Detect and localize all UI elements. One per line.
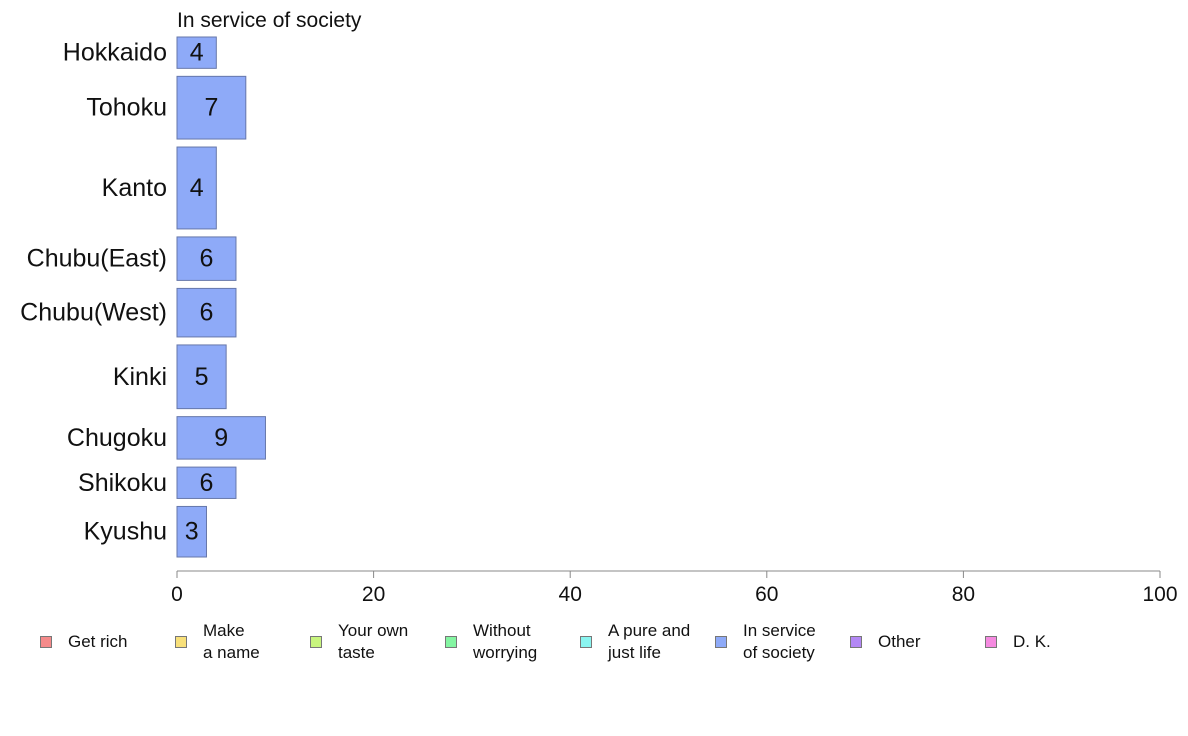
- legend: Get rich Make a name Your own taste Without…: [0, 618, 1188, 678]
- legend-item: Get rich: [40, 618, 128, 666]
- chart-title: In service of society: [177, 9, 362, 32]
- category-label: Tohoku: [86, 94, 167, 122]
- x-tick-label: 0: [171, 583, 183, 606]
- bar-kyushu: [176, 505, 207, 558]
- x-tick-label: 80: [952, 583, 975, 606]
- x-axis: 0 20 40 60 80 100: [171, 570, 1178, 606]
- bar-chugoku: [176, 416, 266, 460]
- legend-swatch: [175, 636, 187, 648]
- data-label: 6: [200, 469, 214, 497]
- legend-item: Make a name: [175, 618, 260, 666]
- legend-label: Other: [878, 632, 921, 651]
- legend-swatch: [310, 636, 322, 648]
- legend-label: Without worrying: [473, 621, 538, 662]
- category-label: Kyushu: [84, 518, 167, 546]
- legend-swatch: [715, 636, 727, 648]
- data-label: 4: [190, 39, 204, 67]
- legend-label: Your own taste: [338, 621, 409, 662]
- bar-hokkaido: [176, 36, 217, 69]
- legend-swatch: [850, 636, 862, 648]
- legend-label: Get rich: [68, 632, 128, 651]
- category-label: Kanto: [102, 174, 167, 202]
- legend-label: A pure and just life: [608, 621, 691, 662]
- x-tick-label: 40: [559, 583, 582, 606]
- legend-item: Your own taste: [310, 618, 408, 666]
- category-label: Shikoku: [78, 469, 167, 497]
- bars-layer: Hokkaido 4 Tohoku 7 Kanto 4 Chubu(East) 6 Chubu(…: [20, 36, 266, 558]
- legend-label: Make a name: [203, 621, 260, 662]
- legend-item: Other: [850, 618, 921, 666]
- data-label: 3: [185, 518, 199, 546]
- legend-swatch: [580, 636, 592, 648]
- data-label: 6: [200, 299, 214, 327]
- legend-label: D. K.: [1013, 632, 1051, 651]
- legend-item: In service of society: [715, 618, 816, 666]
- bar-chubu-west-: [176, 287, 237, 338]
- bar-kanto: [176, 146, 217, 230]
- data-label: 5: [195, 363, 209, 391]
- legend-label: In service of society: [743, 621, 816, 662]
- bar-kinki: [176, 344, 227, 410]
- category-label: Hokkaido: [63, 39, 167, 67]
- data-label: 7: [204, 94, 218, 122]
- legend-swatch: [445, 636, 457, 648]
- x-tick-label: 20: [362, 583, 385, 606]
- bar-chubu-east-: [176, 236, 237, 281]
- data-label: 6: [200, 245, 214, 273]
- x-tick-label: 60: [755, 583, 778, 606]
- data-label: 4: [190, 174, 204, 202]
- bar-tohoku: [176, 75, 247, 140]
- category-label: Chubu(East): [27, 245, 167, 273]
- legend-item: A pure and just life: [580, 618, 690, 666]
- legend-swatch: [985, 636, 997, 648]
- category-label: Chugoku: [67, 424, 167, 452]
- category-label: Chubu(West): [20, 299, 167, 327]
- legend-item: Without worrying: [445, 618, 537, 666]
- bar-shikoku: [176, 466, 237, 499]
- data-label: 9: [214, 424, 228, 452]
- legend-swatch: [40, 636, 52, 648]
- category-label: Kinki: [113, 363, 167, 391]
- x-tick-label: 100: [1142, 583, 1177, 606]
- legend-item: D. K.: [985, 618, 1051, 666]
